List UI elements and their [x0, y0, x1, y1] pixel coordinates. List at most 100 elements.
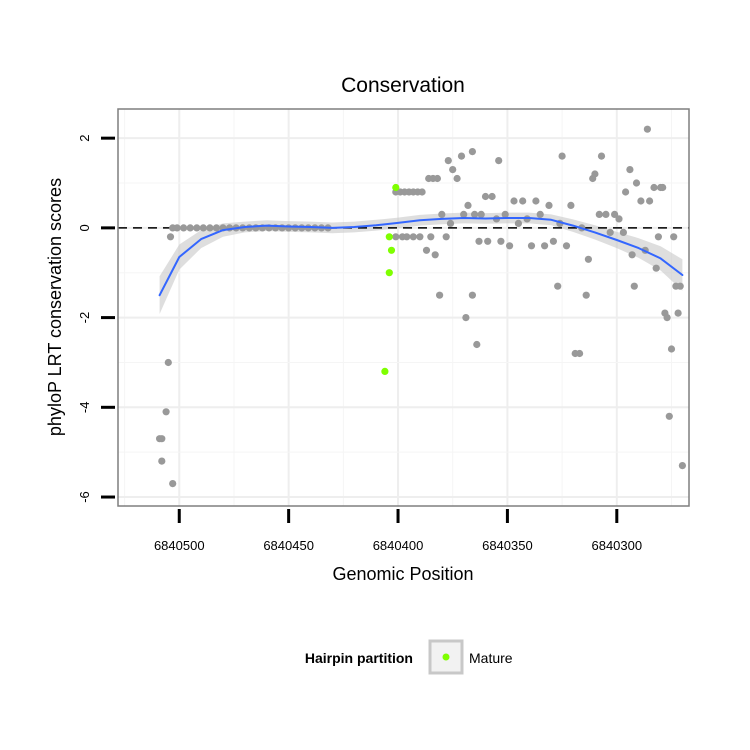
- data-point: [392, 233, 400, 241]
- data-point: [536, 210, 544, 218]
- data-point: [173, 224, 181, 232]
- data-point: [622, 188, 630, 196]
- data-point: [285, 224, 293, 232]
- data-point: [449, 166, 457, 174]
- y-tick-label: -2: [77, 312, 92, 324]
- data-point: [652, 264, 660, 272]
- data-point: [519, 197, 527, 205]
- smooth-line-layer: [158, 217, 684, 297]
- data-point: [663, 314, 671, 322]
- x-tick-label: 6840400: [373, 538, 424, 553]
- data-point: [506, 242, 514, 250]
- data-point: [619, 228, 628, 236]
- data-point: [632, 179, 641, 187]
- data-point: [422, 246, 431, 254]
- y-tick-label: -4: [77, 402, 92, 414]
- data-point: [468, 148, 476, 156]
- data-point: [567, 201, 575, 209]
- data-point: [545, 201, 553, 209]
- data-point: [436, 291, 444, 299]
- data-point: [591, 170, 599, 178]
- data-point: [457, 152, 466, 160]
- data-point: [488, 192, 496, 201]
- data-point: [477, 210, 485, 218]
- data-point: [158, 435, 166, 443]
- mature-point: [392, 183, 400, 192]
- mature-point: [385, 233, 393, 241]
- data-point: [416, 233, 424, 241]
- data-point: [462, 314, 470, 322]
- data-point: [473, 340, 481, 349]
- mature-point: [381, 367, 389, 375]
- data-point: [670, 233, 678, 241]
- data-point: [166, 233, 175, 241]
- data-point: [584, 255, 593, 263]
- data-point: [206, 224, 214, 232]
- data-point: [484, 237, 492, 245]
- data-point: [510, 197, 518, 205]
- data-point: [169, 480, 177, 488]
- data-point: [628, 251, 636, 259]
- x-tick-label: 6840350: [482, 538, 533, 553]
- data-point: [164, 358, 172, 367]
- data-point: [615, 215, 623, 223]
- data-point: [158, 457, 166, 465]
- data-point: [576, 349, 584, 358]
- data-point: [549, 237, 558, 245]
- smooth-line: [158, 217, 684, 297]
- data-point: [532, 197, 540, 205]
- legend-entry-label: Mature: [469, 650, 513, 666]
- legend: Hairpin partition Mature: [305, 639, 513, 675]
- data-point: [637, 197, 645, 205]
- data-point: [602, 210, 610, 218]
- data-point: [678, 462, 687, 470]
- data-point: [501, 210, 509, 218]
- data-point: [611, 210, 619, 218]
- data-point: [431, 251, 439, 259]
- data-point: [446, 219, 455, 227]
- data-point: [481, 192, 490, 201]
- data-point: [162, 408, 170, 416]
- data-point: [186, 224, 194, 232]
- data-point: [674, 309, 682, 317]
- data-point: [558, 152, 566, 160]
- plot-border: [117, 108, 690, 507]
- x-axis-title: Genomic Position: [332, 564, 473, 584]
- mature-point: [385, 269, 393, 277]
- y-tick-label: -6: [77, 491, 92, 503]
- data-point: [475, 237, 483, 245]
- data-point: [471, 210, 479, 218]
- mature-point: [387, 246, 396, 254]
- x-axis: 6840500 6840450 6840400 6840350 6840300: [154, 509, 642, 553]
- chart-title: Conservation: [341, 74, 465, 97]
- data-point: [468, 291, 476, 299]
- y-axis-title: phyloP LRT conservation scores: [45, 178, 65, 436]
- data-point: [597, 152, 606, 160]
- data-point: [665, 412, 673, 420]
- data-point: [595, 210, 603, 218]
- data-point: [527, 242, 536, 250]
- data-point: [418, 188, 426, 196]
- legend-title: Hairpin partition: [305, 650, 413, 666]
- data-point: [245, 224, 253, 232]
- data-point: [606, 228, 614, 236]
- data-point: [654, 233, 663, 241]
- data-point: [650, 183, 658, 192]
- x-tick-label: 6840500: [154, 538, 205, 553]
- data-point: [444, 157, 452, 165]
- data-point: [646, 197, 654, 205]
- data-point: [427, 233, 435, 241]
- data-point: [562, 242, 571, 250]
- data-point: [643, 125, 652, 133]
- data-point: [453, 174, 461, 183]
- data-point: [193, 224, 201, 232]
- data-point: [626, 166, 634, 174]
- y-tick-label: 0: [77, 224, 92, 231]
- data-point: [180, 224, 188, 232]
- data-point: [291, 224, 299, 232]
- data-point: [460, 210, 468, 218]
- data-point: [630, 282, 638, 290]
- scatter-points: [156, 125, 687, 488]
- x-tick-label: 6840450: [263, 538, 314, 553]
- data-point: [298, 224, 306, 232]
